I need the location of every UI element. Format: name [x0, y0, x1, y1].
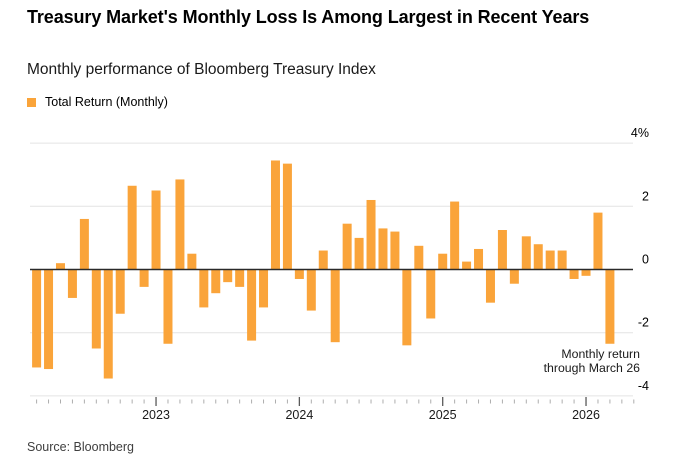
bar-2023-09 — [247, 269, 257, 341]
bar-2024-12 — [426, 269, 436, 319]
bar-2022-12 — [139, 269, 149, 287]
bar-2025-05 — [485, 269, 495, 303]
y-axis-label-2: 2 — [642, 189, 649, 203]
bar-2025-06 — [497, 230, 507, 270]
bar-2025-09 — [533, 244, 543, 270]
bar-2024-05 — [342, 223, 352, 270]
bar-2023-02 — [163, 269, 173, 344]
bar-2022-10 — [115, 269, 125, 314]
bar-2022-03 — [32, 269, 42, 368]
bar-2024-09 — [390, 231, 400, 270]
bar-2022-08 — [91, 269, 101, 349]
bar-2026-01 — [581, 269, 591, 276]
annotation-line-2: through March 26 — [543, 361, 640, 375]
bar-2025-10 — [545, 250, 555, 270]
bar-2023-06 — [211, 269, 221, 294]
bar-2025-07 — [509, 269, 519, 284]
chart-subtitle: Monthly performance of Bloomberg Treasur… — [27, 61, 376, 78]
bar-2025-04 — [474, 248, 484, 270]
source-note: Source: Bloomberg — [27, 440, 135, 454]
x-axis-label-2026: 2026 — [572, 408, 600, 422]
bar-2024-02 — [306, 269, 316, 311]
bar-2024-03 — [318, 250, 328, 270]
annotation-line-1: Monthly return — [561, 347, 640, 361]
bar-2023-05 — [199, 269, 209, 308]
bar-2022-06 — [67, 269, 77, 298]
bar-2022-11 — [127, 185, 137, 270]
bar-2025-12 — [569, 269, 579, 279]
bar-2025-11 — [557, 250, 567, 270]
legend-swatch-icon — [27, 97, 36, 107]
chart-annotation: Monthly return through March 26 — [430, 347, 640, 375]
bar-2024-11 — [414, 245, 424, 270]
bar-2023-03 — [175, 179, 185, 270]
bar-2026-02 — [593, 212, 603, 270]
y-axis-label-4%: 4% — [631, 126, 649, 140]
bar-2024-07 — [366, 199, 376, 270]
bar-2022-07 — [79, 218, 89, 270]
bar-2025-01 — [438, 253, 448, 270]
bar-2025-03 — [462, 261, 472, 270]
bar-2022-09 — [103, 269, 113, 379]
y-axis-label--2: -2 — [638, 316, 649, 330]
bar-2024-06 — [354, 237, 364, 270]
bar-2022-05 — [55, 263, 65, 270]
legend: Total Return (Monthly) — [27, 95, 168, 109]
bar-2023-04 — [187, 253, 197, 270]
bar-2023-11 — [270, 160, 280, 270]
bar-2024-01 — [294, 269, 304, 279]
bar-2025-02 — [450, 201, 460, 270]
bar-2026-03 — [605, 269, 615, 344]
bar-2024-04 — [330, 269, 340, 343]
x-axis-label-2023: 2023 — [142, 408, 170, 422]
bar-2024-10 — [402, 269, 412, 346]
y-axis-label-0: 0 — [642, 253, 649, 267]
bar-2023-07 — [223, 269, 233, 283]
chart-title: Treasury Market's Monthly Loss Is Among … — [27, 7, 590, 27]
bar-2024-08 — [378, 228, 388, 270]
bar-2023-08 — [235, 269, 245, 287]
bar-2023-10 — [259, 269, 269, 308]
legend-label: Total Return (Monthly) — [45, 95, 168, 109]
x-axis-label-2024: 2024 — [285, 408, 313, 422]
bar-2022-04 — [44, 269, 54, 370]
y-axis-label--4: -4 — [638, 379, 649, 393]
bar-2025-08 — [521, 236, 531, 270]
bar-2023-01 — [151, 190, 161, 270]
x-axis-label-2025: 2025 — [429, 408, 457, 422]
bar-2023-12 — [282, 163, 292, 270]
